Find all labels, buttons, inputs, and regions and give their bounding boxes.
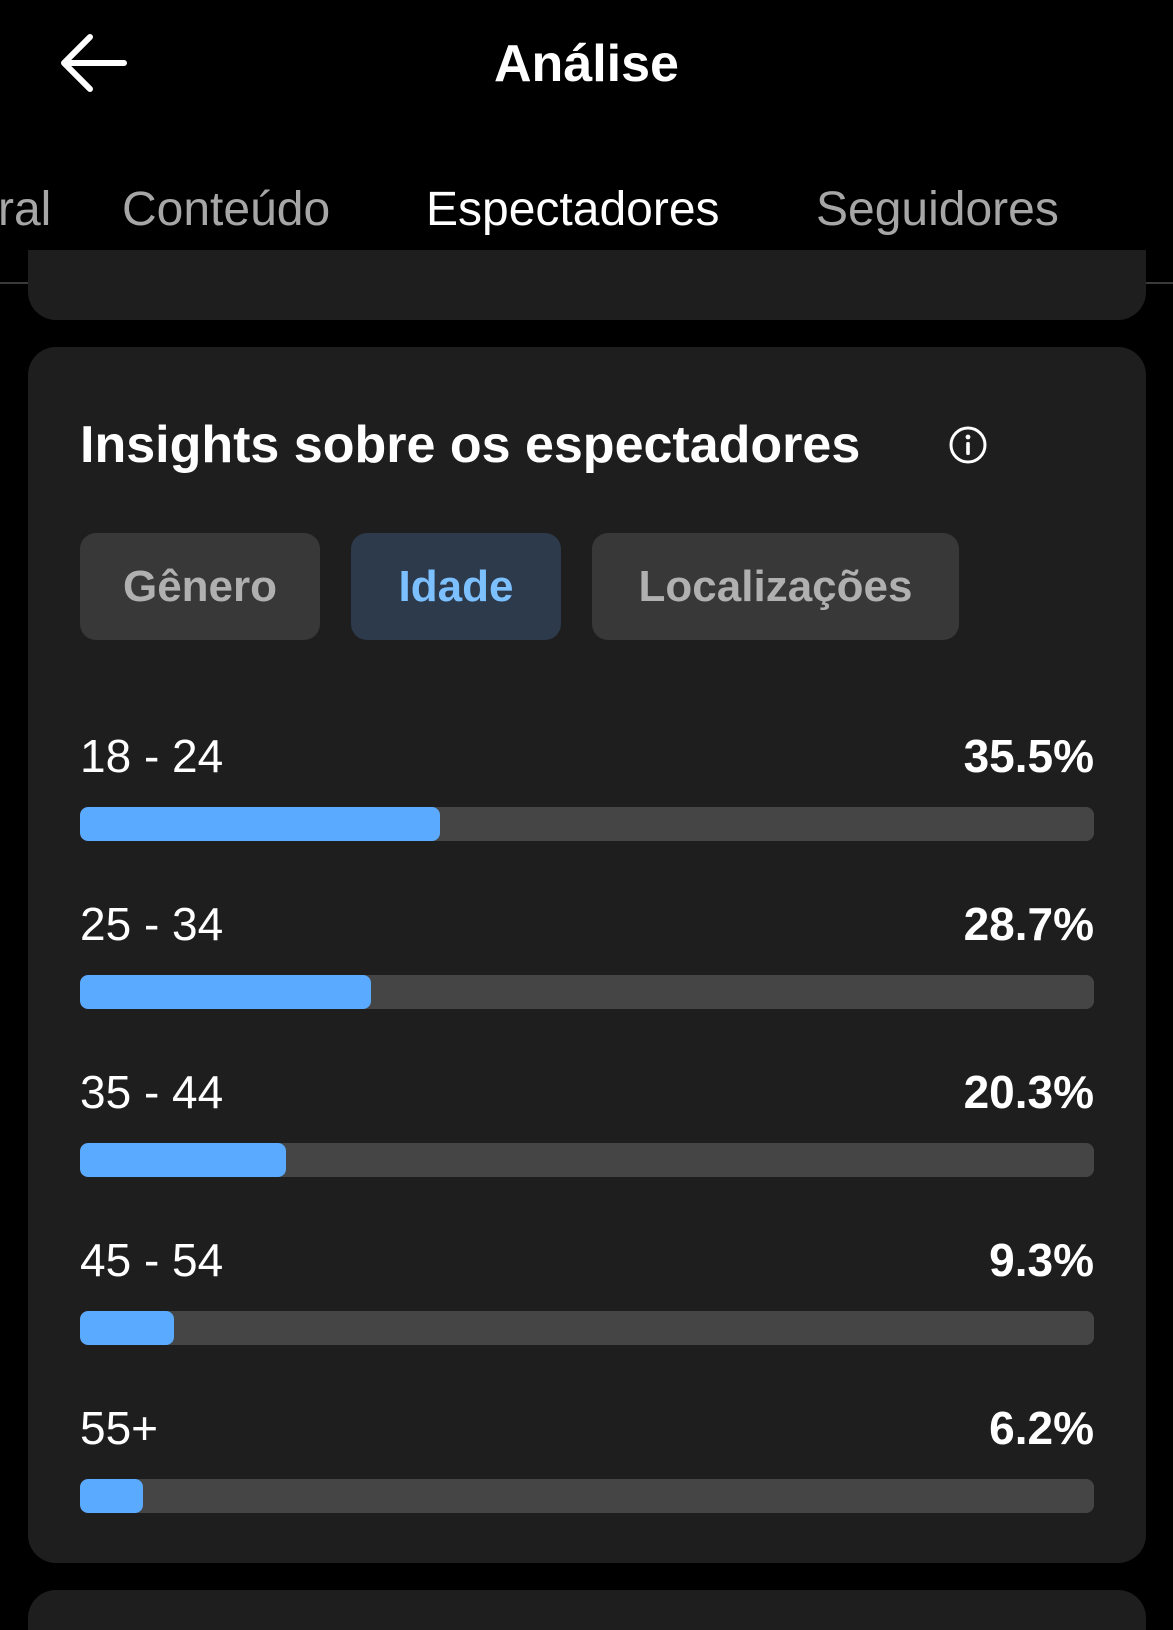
app-header: Análise [0,0,1173,130]
age-range-label: 45 - 54 [80,1234,224,1286]
filter-genero-button[interactable]: Gênero [80,533,320,640]
age-row: 25 - 34 28.7% [80,895,1094,1015]
age-bar-fill [80,975,372,1009]
age-percent-value: 35.5% [963,730,1094,782]
age-bar-fill [80,1311,175,1345]
age-row: 18 - 24 35.5% [80,727,1094,847]
tab-conteudo[interactable]: Conteúdo [122,183,331,236]
age-row: 35 - 44 20.3% [80,1063,1094,1183]
age-bar-fill [80,807,440,841]
age-bar-track [80,807,1094,841]
page-title: Análise [494,35,679,93]
age-percent-value: 28.7% [963,898,1094,950]
tab-bar: ral Conteúdo Espectadores Seguidores L [0,150,1173,284]
tab-geral[interactable]: ral [0,183,52,236]
info-icon[interactable] [948,425,988,465]
tab-espectadores[interactable]: Espectadores [426,183,720,236]
age-range-label: 18 - 24 [80,730,224,782]
viewer-insights-card: Insights sobre os espectadores Gênero Id… [28,347,1146,1563]
back-button[interactable] [52,28,132,98]
age-bar-track [80,1311,1094,1345]
age-percent-value: 20.3% [963,1066,1094,1118]
age-row: 55+ 6.2% [80,1399,1094,1519]
age-bar-track [80,1143,1094,1177]
age-range-label: 25 - 34 [80,898,224,950]
age-bar-fill [80,1143,286,1177]
age-bar-track [80,1479,1094,1513]
age-percent-value: 9.3% [989,1234,1094,1286]
age-bar-fill [80,1479,143,1513]
filter-idade-button[interactable]: Idade [351,533,561,640]
card-title: Insights sobre os espectadores [80,416,861,474]
age-percent-value: 6.2% [989,1402,1094,1454]
arrow-left-icon [61,34,127,92]
age-range-label: 35 - 44 [80,1066,224,1118]
age-row: 45 - 54 9.3% [80,1231,1094,1351]
filter-localizacoes-button[interactable]: Localizações [592,533,959,640]
previous-card [28,250,1146,320]
age-bar-track [80,975,1094,1009]
age-range-label: 55+ [80,1402,159,1454]
next-card [28,1590,1146,1630]
tab-seguidores[interactable]: Seguidores [816,183,1059,236]
